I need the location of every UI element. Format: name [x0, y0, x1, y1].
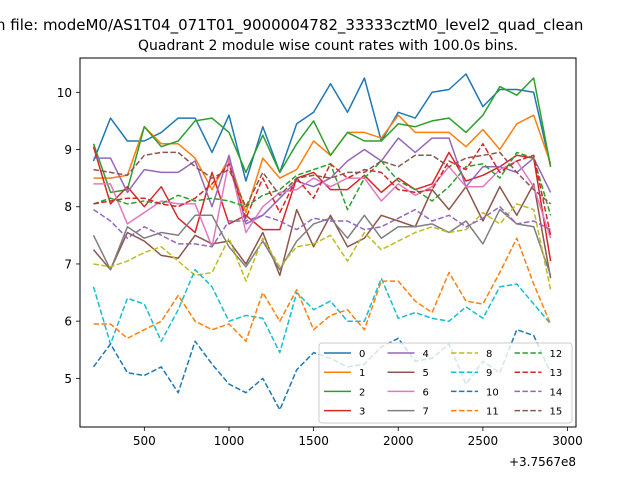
chart-title: Quadrant 2 module wise count rates with …	[138, 38, 518, 54]
axes-frame	[79, 57, 577, 428]
series-line-7	[92, 208, 552, 276]
series-line-15	[93, 151, 552, 208]
legend-label: 14	[550, 387, 563, 398]
y-tick-label: 6	[64, 315, 72, 329]
legend-label: 13	[550, 368, 563, 379]
legend-label: 3	[359, 407, 365, 418]
series-line-0	[92, 73, 552, 182]
series-line-12	[93, 151, 552, 216]
legend-label: 10	[486, 387, 499, 398]
y-tick-label: 7	[64, 257, 72, 271]
y-tick-label: 8	[64, 200, 72, 214]
legend-label: 8	[486, 349, 492, 360]
legend-label: 0	[359, 349, 365, 360]
legend-label: 12	[550, 349, 563, 360]
x-tick-label: 1500	[298, 434, 329, 448]
legend-label: 9	[486, 368, 492, 379]
x-axis: 500 1000 1500 2000 2500 3000	[133, 427, 583, 448]
x-tick-label: 3000	[552, 434, 583, 448]
x-offset-label: +3.7567e8	[509, 455, 576, 469]
legend-label: 4	[423, 349, 429, 360]
figure-suptitle: n file: modeM0/AS1T04_071T01_9000004782_…	[0, 16, 583, 35]
x-tick-label: 500	[133, 434, 156, 448]
y-tick-label: 5	[64, 372, 72, 386]
legend-label: 6	[423, 387, 429, 398]
series-line-9	[92, 268, 552, 354]
series-line-11	[93, 237, 552, 342]
legend-frame	[318, 342, 573, 424]
y-tick-label: 9	[64, 143, 72, 157]
series-line-8	[93, 203, 552, 290]
legend-label: 1	[359, 368, 365, 379]
legend-label: 2	[359, 387, 365, 398]
series-line-6	[93, 160, 552, 248]
series-line-5	[92, 183, 552, 279]
series-line-2	[92, 77, 552, 194]
legend-label: 11	[486, 407, 499, 418]
x-tick-label: 2000	[383, 434, 414, 448]
y-axis: 5 6 7 8 9 10	[57, 86, 80, 386]
y-tick-label: 10	[57, 86, 72, 100]
series-line-14	[93, 205, 551, 248]
legend-label: 15	[550, 407, 563, 418]
x-tick-label: 1000	[214, 434, 245, 448]
series-line-13	[93, 143, 552, 236]
legend-label: 7	[423, 407, 429, 418]
x-tick-label: 2500	[468, 434, 499, 448]
legend-label: 5	[423, 368, 429, 379]
